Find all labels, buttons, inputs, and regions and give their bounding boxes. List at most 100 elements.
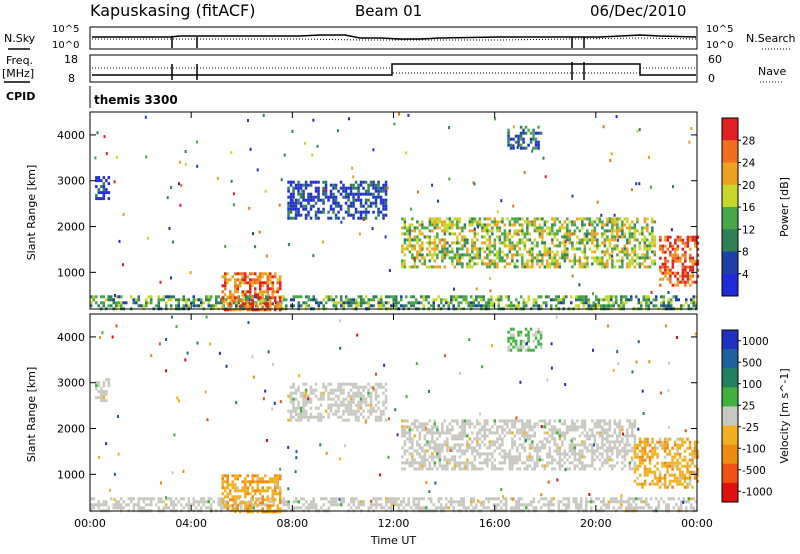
scatter-cell [374,409,378,413]
scatter-cell [675,295,678,299]
scatter-cell [610,304,613,308]
scatter-cell [340,295,343,299]
scatter-cell [403,419,407,423]
scatter-cell [501,443,504,447]
scatter-cell [252,375,255,379]
scatter-cell [261,296,264,300]
scatter-cell [170,497,173,501]
scatter-cell [401,247,404,251]
scatter-cell [586,217,589,221]
scatter-cell [307,298,310,302]
scatter-cell [500,295,503,299]
scatter-cell [573,422,577,426]
scatter-cell [352,175,355,179]
scatter-cell [551,256,554,260]
scatter-cell [209,298,212,302]
scatter-cell [426,440,429,444]
scatter-cell [297,304,300,308]
scatter-cell [526,217,529,221]
scatter-cell [440,301,443,305]
scatter-cell [671,247,675,251]
scatter-cell [671,244,675,248]
scatter-cell [421,422,424,426]
scatter-cell [453,458,457,462]
scatter-cell [513,458,517,462]
scatter-cell [408,250,412,254]
scatter-cell [598,458,602,462]
scatter-cell [656,482,659,486]
scatter-cell [608,434,612,438]
scatter-cell [473,455,477,459]
scatter-cell [522,131,525,135]
scatter-cell [307,210,310,214]
scatter-cell [615,298,618,302]
scatter-cell [264,480,267,484]
scatter-cell [421,428,424,432]
scatter-cell [618,434,622,438]
scatter-cell [583,467,587,471]
scatter-cell [357,388,360,392]
scatter-cell [117,506,120,510]
scatter-cell [531,241,534,245]
scatter-cell [532,298,535,302]
scatter-cell [382,400,385,404]
scatter-cell [105,152,108,156]
scatter-cell [606,458,609,462]
scatter-cell [667,506,670,510]
scatter-cell [633,446,637,450]
scatter-cell [292,397,295,401]
scatter-cell [491,229,494,233]
scatter-cell [461,443,464,447]
scatter-cell [497,298,500,302]
scatter-cell [259,489,262,493]
scatter-cell [491,431,494,435]
scatter-cell [445,497,448,501]
scatter-cell [237,298,240,302]
scatter-cell [611,229,614,233]
scatter-cell [347,412,350,416]
scatter-cell [626,262,629,266]
scatter-cell [461,431,464,435]
scatter-cell [322,415,325,419]
scatter-cell [491,461,494,465]
scatter-cell [606,262,609,266]
scatter-cell [503,422,507,426]
scatter-cell [332,304,335,308]
scatter-cell [418,250,422,254]
scatter-cell [481,235,484,239]
scatter-cell [256,293,259,297]
scatter-cell [240,506,243,510]
scatter-cell [453,241,457,245]
scatter-cell [628,232,632,236]
scatter-cell [669,241,672,245]
scatter-cell [684,250,687,254]
scatter-cell [493,265,497,269]
scatter-cell [430,304,433,308]
scatter-cell [382,213,385,217]
scatter-cell [390,503,393,507]
scatter-cell [648,449,652,453]
scatter-cell [694,280,697,284]
scatter-cell [347,186,350,190]
scatter-cell [428,443,432,447]
scatter-cell [397,497,400,501]
scatter-cell [177,301,180,305]
scatter-cell [612,506,615,510]
scatter-cell [661,446,664,450]
scatter-cell [458,464,462,468]
scatter-cell [438,434,442,438]
scatter-cell [418,232,422,236]
scatter-cell [660,295,663,299]
scatter-cell [600,506,603,510]
scatter-cell [451,437,454,441]
scatter-cell [596,217,599,221]
scatter-cell [290,298,293,302]
scatter-cell [122,213,125,216]
scatter-cell [122,506,125,510]
scatter-cell [455,295,458,299]
scatter-cell [681,274,685,278]
scatter-cell [254,287,257,291]
scatter-cell [242,304,245,308]
scatter-cell [408,238,412,242]
scatter-cell [613,419,617,423]
